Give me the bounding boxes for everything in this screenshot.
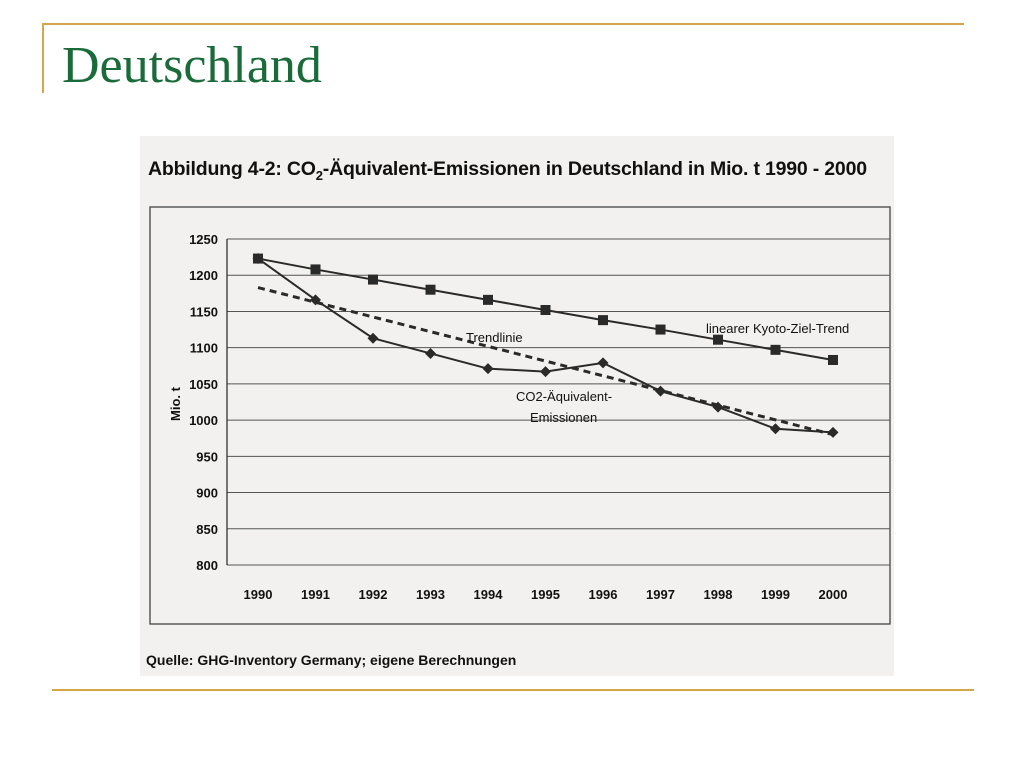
emission-diamond-marker (482, 363, 494, 375)
bottom-accent-line (52, 689, 974, 691)
y-tick-label: 1150 (190, 304, 218, 319)
scanned-figure: Abbildung 4-2: CO2-Äquivalent-Emissionen… (140, 136, 894, 676)
kyoto-square-marker (540, 304, 551, 315)
y-tick-label: 1100 (190, 341, 218, 356)
kyoto-square-marker (483, 294, 493, 305)
y-tick-label: 850 (196, 522, 218, 537)
y-tick-label: 900 (196, 486, 218, 501)
kyoto-square-marker (655, 324, 666, 335)
annotation-kyoto: linearer Kyoto-Ziel-Trend (706, 321, 849, 336)
slide-title: Deutschland (62, 37, 322, 94)
emission-diamond-marker (540, 366, 551, 378)
kyoto-square-marker (770, 344, 781, 355)
x-tick-label: 1992 (359, 587, 388, 602)
kyoto-square-marker (713, 334, 723, 345)
x-tick-label: 1994 (474, 587, 504, 602)
top-accent-line (42, 23, 964, 25)
left-accent-line (42, 23, 44, 93)
figure-title-suffix: -Äquivalent-Emissionen in Deutschland in… (322, 158, 867, 180)
emission-diamond-marker (367, 332, 379, 344)
kyoto-square-marker (310, 264, 321, 275)
kyoto-square-marker (598, 315, 608, 326)
emission-diamond-marker (425, 347, 436, 359)
y-tick-label: 1200 (189, 268, 218, 283)
emission-diamond-marker (770, 423, 781, 435)
x-tick-label: 2000 (819, 587, 848, 602)
x-tick-label: 1999 (761, 587, 790, 602)
x-tick-label: 1993 (416, 587, 445, 602)
kyoto-square-marker (368, 274, 378, 285)
x-tick-label: 1991 (301, 587, 330, 602)
y-tick-label: 1050 (189, 377, 218, 392)
figure-title-subscript: 2 (315, 167, 323, 183)
kyoto-square-marker (828, 354, 838, 365)
emission-diamond-marker (597, 357, 609, 369)
emission-diamond-marker (252, 253, 264, 265)
annotation-co2-line2: Emissionen (530, 410, 597, 425)
plot-frame (149, 206, 891, 625)
series-line-2 (257, 286, 834, 437)
y-axis-label: Mio. t (168, 386, 183, 421)
figure-title-prefix: Abbildung 4-2: CO (148, 158, 316, 180)
figure-title: Abbildung 4-2: CO2-Äquivalent-Emissionen… (148, 158, 867, 183)
emissions-chart: 800 850 900 950 1000 1050 1100 1150 1200 1250 199… (149, 206, 891, 625)
x-tick-label: 1990 (244, 587, 273, 602)
x-tick-label: 1998 (704, 587, 733, 602)
x-tick-label: 1995 (531, 587, 560, 602)
annotation-co2-line1: CO2-Äquivalent- (516, 389, 612, 404)
y-tick-label: 950 (196, 449, 218, 464)
annotation-trendlinie: Trendlinie (466, 330, 523, 345)
y-tick-label: 1000 (189, 413, 218, 428)
x-tick-label: 1996 (589, 587, 618, 602)
figure-source: Quelle: GHG-Inventory Germany; eigene Be… (146, 652, 517, 668)
x-tick-label: 1997 (646, 587, 675, 602)
y-tick-label: 1250 (189, 232, 218, 247)
emission-diamond-marker (655, 385, 666, 397)
y-tick-label: 800 (196, 558, 218, 573)
kyoto-square-marker (425, 284, 436, 295)
